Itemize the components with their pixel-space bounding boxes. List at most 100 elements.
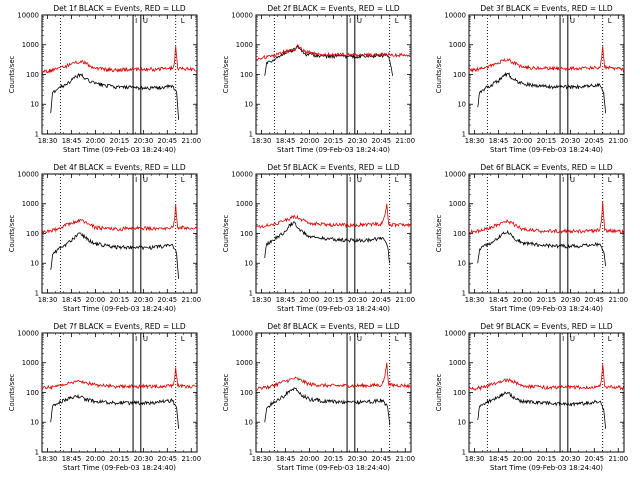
lld-series-line <box>255 44 412 61</box>
y-tick-label: 10 <box>30 260 39 268</box>
events-series-line <box>50 232 179 279</box>
x-tick-label: 20:30 <box>561 137 581 145</box>
events-series-line <box>50 393 179 429</box>
x-tick-label: 18:45 <box>276 137 296 145</box>
top-marker-label: I <box>135 335 137 343</box>
chart-title: Det 6f BLACK = Events, RED = LLD <box>480 163 613 172</box>
y-axis-label: Counts/sec <box>8 56 16 94</box>
x-tick-label: 21:00 <box>395 137 415 145</box>
y-tick-label: 1 <box>35 289 39 297</box>
x-tick-label: 20:00 <box>300 137 320 145</box>
top-marker-label: I <box>135 17 137 25</box>
y-tick-label: 100 <box>26 389 39 397</box>
y-tick-label: 10 <box>30 101 39 109</box>
x-tick-label: 20:00 <box>513 296 533 304</box>
y-tick-label: 10000 <box>17 329 39 337</box>
x-tick-label: 18:30 <box>465 137 485 145</box>
x-tick-label: 18:45 <box>62 137 82 145</box>
y-tick-label: 10000 <box>17 11 39 19</box>
plot-frame <box>255 14 412 135</box>
events-series-line <box>264 387 391 426</box>
plot-frame <box>468 332 625 453</box>
top-marker-label: L <box>181 335 185 343</box>
x-tick-label: 20:45 <box>585 296 605 304</box>
top-marker-label: L <box>395 17 399 25</box>
x-tick-label: 21:00 <box>395 455 415 463</box>
top-marker-label: I <box>135 176 137 184</box>
x-tick-label: 18:30 <box>38 455 58 463</box>
y-tick-label: 10 <box>30 419 39 427</box>
chart-title: Det 7f BLACK = Events, RED = LLD <box>53 322 186 331</box>
x-tick-label: 18:45 <box>62 296 82 304</box>
top-marker-label: I <box>562 176 564 184</box>
y-tick-label: 1000 <box>449 200 466 208</box>
x-tick-label: 20:30 <box>134 455 154 463</box>
y-tick-label: 1 <box>35 448 39 456</box>
x-tick-label: 20:30 <box>348 296 368 304</box>
plot-frame <box>468 14 625 135</box>
y-tick-label: 1000 <box>236 200 253 208</box>
x-tick-label: 20:00 <box>86 137 106 145</box>
y-axis-label: Counts/sec <box>435 215 443 253</box>
x-tick-label: 18:45 <box>276 296 296 304</box>
y-tick-label: 10 <box>244 419 253 427</box>
lld-series-line <box>468 201 625 235</box>
y-tick-label: 1 <box>462 130 466 138</box>
top-marker-label: U <box>570 335 575 343</box>
x-tick-label: 18:45 <box>489 137 509 145</box>
x-tick-label: 20:45 <box>372 455 392 463</box>
chart-panel-3: Det 3f BLACK = Events, RED = LLD 1 10 100 10… <box>435 4 628 154</box>
y-axis-label: Counts/sec <box>222 215 230 253</box>
x-tick-label: 20:30 <box>348 137 368 145</box>
x-tick-label: 20:15 <box>110 455 130 463</box>
top-marker-label: U <box>357 176 362 184</box>
events-series-line <box>477 391 606 429</box>
chart-panel-7: Det 7f BLACK = Events, RED = LLD 1 10 100 10… <box>8 322 201 472</box>
x-tick-label: 20:15 <box>324 296 344 304</box>
y-tick-label: 1 <box>249 130 253 138</box>
x-tick-label: 20:00 <box>513 455 533 463</box>
x-tick-label: 18:30 <box>38 296 58 304</box>
x-axis-label: Start Time (09-Feb-03 18:24:40) <box>63 146 176 154</box>
y-tick-label: 1 <box>249 448 253 456</box>
lld-series-line <box>255 203 412 229</box>
top-marker-label: I <box>349 176 351 184</box>
y-tick-label: 10000 <box>444 329 466 337</box>
top-marker-label: I <box>562 335 564 343</box>
plot-frame <box>468 173 625 294</box>
x-tick-label: 21:00 <box>608 137 628 145</box>
y-tick-label: 1 <box>249 289 253 297</box>
x-tick-label: 18:30 <box>252 137 272 145</box>
x-tick-label: 18:30 <box>252 296 272 304</box>
y-tick-label: 10000 <box>444 170 466 178</box>
y-tick-label: 1000 <box>449 41 466 49</box>
y-axis-label: Counts/sec <box>8 215 16 253</box>
x-axis-label: Start Time (09-Feb-03 18:24:40) <box>490 464 603 472</box>
y-tick-label: 1000 <box>22 200 39 208</box>
x-axis-label: Start Time (09-Feb-03 18:24:40) <box>277 305 390 313</box>
plot-frame <box>41 14 198 135</box>
x-tick-label: 20:15 <box>110 296 130 304</box>
x-tick-label: 20:00 <box>86 296 106 304</box>
y-tick-label: 10000 <box>231 170 253 178</box>
y-tick-label: 100 <box>26 230 39 238</box>
chart-title: Det 9f BLACK = Events, RED = LLD <box>480 322 613 331</box>
x-tick-label: 20:30 <box>134 296 154 304</box>
x-axis-label: Start Time (09-Feb-03 18:24:40) <box>277 464 390 472</box>
lld-series-line <box>41 204 198 235</box>
top-marker-label: U <box>357 335 362 343</box>
y-axis-label: Counts/sec <box>8 374 16 412</box>
top-marker-label: I <box>562 17 564 25</box>
y-tick-label: 10 <box>457 260 466 268</box>
events-series-line <box>477 229 606 267</box>
chart-panel-9: Det 9f BLACK = Events, RED = LLD 1 10 100 10… <box>435 322 628 472</box>
top-marker-label: U <box>570 176 575 184</box>
top-marker-label: L <box>608 176 612 184</box>
y-tick-label: 1000 <box>236 359 253 367</box>
chart-title: Det 4f BLACK = Events, RED = LLD <box>53 163 186 172</box>
lld-series-line <box>255 362 412 391</box>
y-tick-label: 100 <box>26 71 39 79</box>
y-tick-label: 1 <box>462 448 466 456</box>
y-tick-label: 1 <box>462 289 466 297</box>
